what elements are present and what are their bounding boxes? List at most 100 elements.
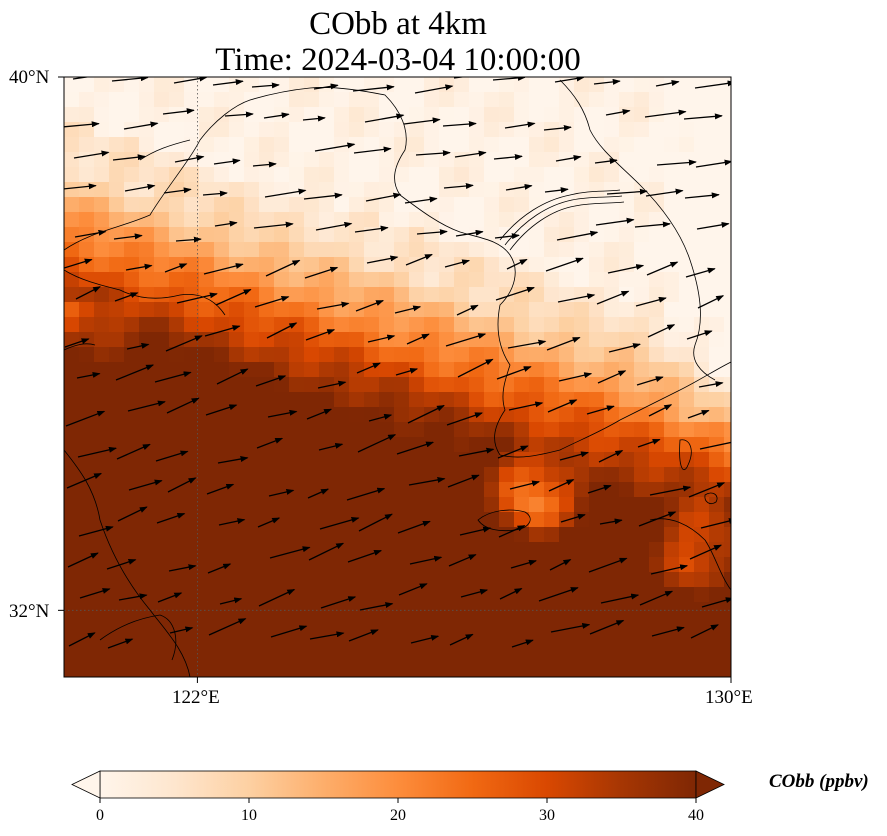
wind-arrow [497, 445, 529, 459]
field-cell [514, 347, 530, 363]
wind-arrow [116, 443, 151, 460]
field-cell [424, 332, 440, 348]
wind-arrow [685, 267, 716, 278]
field-cell [424, 467, 440, 483]
field-cell [679, 542, 695, 558]
field-cell [304, 182, 320, 198]
field-cell [454, 332, 470, 348]
field-cell [214, 137, 230, 153]
field-cell [184, 272, 200, 288]
lon-tick-label-130: 130°E [705, 687, 753, 708]
field-cell [109, 392, 125, 408]
field-cell [229, 137, 245, 153]
field-cell [544, 512, 560, 528]
field-cell [544, 257, 560, 273]
field-cell [364, 572, 380, 588]
field-cell [574, 497, 590, 513]
field-cell [319, 602, 335, 618]
field-cell [559, 227, 575, 243]
field-cell [94, 92, 110, 108]
wind-arrow [77, 446, 117, 458]
field-cell [679, 332, 695, 348]
field-cell [139, 467, 155, 483]
field-cell [94, 362, 110, 378]
field-cell [409, 542, 425, 558]
field-cell [364, 512, 380, 528]
field-cell [679, 167, 695, 183]
field-cell [94, 272, 110, 288]
colorbar-gradient [99, 770, 697, 799]
field-cell [289, 407, 305, 423]
gridlines [64, 77, 731, 677]
field-cell [79, 77, 95, 93]
field-cell [679, 557, 695, 573]
field-cell [319, 392, 335, 408]
field-cell [664, 542, 680, 558]
field-cell [589, 602, 605, 618]
wind-arrow [696, 221, 730, 230]
field-cell [664, 452, 680, 468]
field-cell [424, 662, 440, 677]
field-cell [289, 662, 305, 677]
field-cell [409, 602, 425, 618]
field-cell [604, 242, 620, 258]
field-cell [79, 362, 95, 378]
field-cell [634, 467, 650, 483]
field-cell [499, 527, 515, 543]
field-cell [334, 77, 350, 93]
wind-arrow [447, 474, 480, 488]
field-cell [454, 617, 470, 633]
field-cell [469, 452, 485, 468]
field-cell [724, 257, 731, 273]
field-cell [604, 557, 620, 573]
field-cell [214, 602, 230, 618]
wind-arrow [636, 376, 664, 386]
wind-arrow [267, 409, 298, 418]
field-cell [304, 587, 320, 603]
field-cell [379, 107, 395, 123]
field-cell [484, 512, 500, 528]
field-cell [319, 587, 335, 603]
field-cell [709, 287, 725, 303]
field-cell [439, 602, 455, 618]
field-cell [409, 632, 425, 648]
field-cell [574, 542, 590, 558]
field-cell [199, 197, 215, 213]
wind-arrow [649, 485, 692, 496]
field-cell [304, 77, 320, 93]
field-cell [199, 287, 215, 303]
field-cell [94, 347, 110, 363]
field-cell [64, 497, 80, 513]
field-cell [679, 437, 695, 453]
field-cell [214, 422, 230, 438]
field-cell [514, 542, 530, 558]
field-cell [214, 182, 230, 198]
wind-arrow [346, 487, 386, 501]
wind-arrow [600, 593, 640, 604]
field-cell [619, 182, 635, 198]
wind-arrow [395, 367, 419, 376]
wind-arrow [544, 187, 569, 194]
wind-arrow [320, 596, 357, 609]
field-cell [244, 212, 260, 228]
field-cell [304, 257, 320, 273]
field-cell [274, 272, 290, 288]
field-cell [169, 77, 185, 93]
field-cell [334, 272, 350, 288]
field-cell [289, 182, 305, 198]
field-cell [154, 92, 170, 108]
field-cell [724, 512, 731, 528]
field-cell [394, 557, 410, 573]
field-cell [499, 122, 515, 138]
field-cell [499, 572, 515, 588]
field-cell [409, 527, 425, 543]
field-cell [364, 527, 380, 543]
field-cell [469, 287, 485, 303]
field-cell [664, 497, 680, 513]
field-cell [409, 212, 425, 228]
field-cell [514, 377, 530, 393]
field-cell [724, 452, 731, 468]
field-cell [364, 422, 380, 438]
field-cell [319, 332, 335, 348]
field-cell [559, 647, 575, 663]
